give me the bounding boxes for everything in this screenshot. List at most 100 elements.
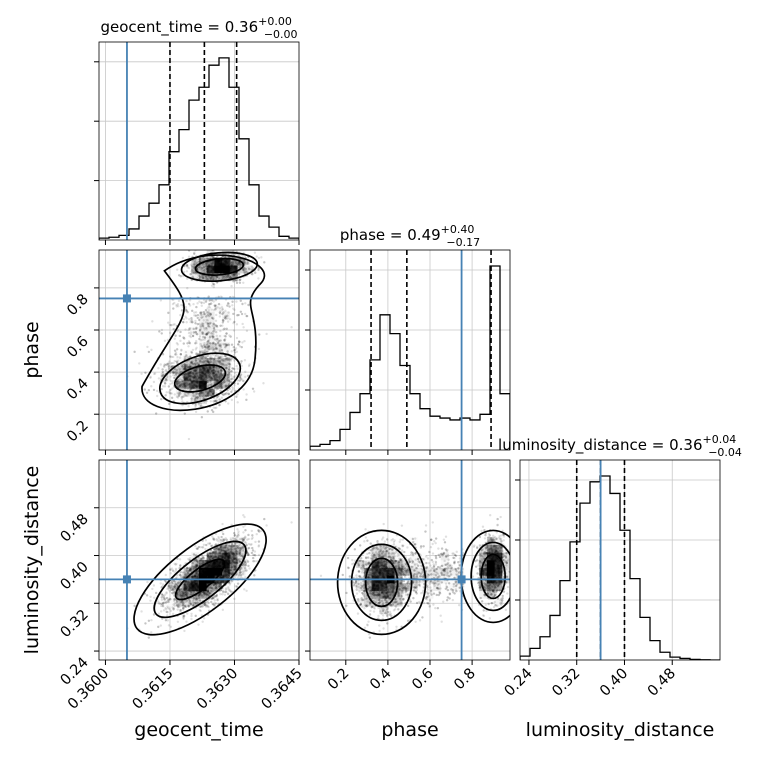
- sample-point: [203, 312, 206, 316]
- sample-point: [227, 311, 230, 314]
- density-cell: [222, 265, 231, 274]
- density-cell: [191, 380, 200, 389]
- sample-point: [208, 264, 212, 267]
- sample-point: [196, 267, 199, 270]
- sample-point: [172, 371, 175, 374]
- sample-point: [198, 267, 202, 271]
- sample-point: [176, 268, 179, 271]
- sample-point: [221, 261, 224, 265]
- sample-point: [196, 362, 199, 365]
- sample-point: [226, 314, 229, 318]
- sample-point: [187, 328, 190, 332]
- sample-point: [211, 348, 215, 351]
- sample-point: [215, 375, 219, 378]
- sample-point: [173, 323, 176, 326]
- sample-point: [180, 309, 184, 312]
- sample-point: [185, 264, 189, 268]
- sample-point: [210, 275, 214, 279]
- panel-title-phase: phase = 0.49+0.40 −0.17: [340, 223, 480, 249]
- sample-point: [220, 263, 224, 266]
- sample-point: [182, 342, 185, 345]
- sample-point: [208, 264, 211, 267]
- sample-point: [203, 274, 207, 278]
- sample-point: [215, 331, 218, 334]
- sample-point: [228, 356, 231, 359]
- sample-point: [202, 265, 206, 269]
- sample-point: [205, 270, 209, 273]
- sample-point: [179, 330, 182, 334]
- sample-point: [198, 335, 202, 338]
- sample-point: [208, 299, 211, 302]
- density-cell: [214, 334, 223, 343]
- sample-point: [193, 252, 196, 255]
- sample-point: [222, 264, 226, 267]
- sample-point: [175, 305, 178, 308]
- sample-point: [211, 262, 214, 265]
- sample-point: [214, 343, 217, 346]
- sample-point: [231, 386, 234, 389]
- sample-point: [194, 272, 197, 276]
- sample-point: [235, 266, 238, 269]
- sample-point: [230, 264, 233, 267]
- sample-point: [172, 323, 175, 326]
- sample-point: [232, 345, 236, 349]
- sample-point: [206, 268, 209, 271]
- sample-point: [208, 356, 212, 359]
- sample-point: [203, 269, 206, 272]
- panel-samples: [99, 460, 299, 660]
- sample-point: [175, 303, 178, 307]
- sample-point: [191, 375, 194, 378]
- sample-point: [189, 389, 192, 392]
- sample-point: [213, 265, 217, 269]
- sample-point: [210, 376, 214, 380]
- sample-point: [199, 360, 202, 363]
- sample-point: [183, 379, 186, 382]
- sample-point: [174, 334, 177, 337]
- sample-point: [206, 376, 209, 380]
- sample-point: [178, 380, 181, 384]
- sample-point: [214, 278, 218, 281]
- density-cell: [175, 365, 184, 374]
- sample-point: [234, 279, 237, 282]
- sample-point: [183, 392, 186, 396]
- sample-point: [172, 373, 175, 377]
- sample-point: [260, 256, 263, 259]
- density-cell: [183, 380, 192, 389]
- sample-point: [227, 392, 230, 396]
- sample-point: [212, 327, 216, 330]
- sample-point: [212, 255, 216, 259]
- sample-point: [187, 266, 191, 270]
- sample-point: [133, 350, 136, 354]
- sample-point: [193, 314, 196, 317]
- sample-point: [215, 268, 218, 272]
- sample-point: [202, 356, 205, 359]
- sample-point: [231, 262, 235, 265]
- sample-point: [224, 268, 228, 271]
- sample-point: [181, 382, 184, 386]
- sample-point: [145, 391, 149, 394]
- sample-point: [193, 369, 197, 372]
- density-cell: [222, 342, 231, 351]
- sample-point: [245, 393, 248, 396]
- sample-point: [155, 389, 159, 393]
- sample-point: [262, 382, 265, 385]
- sample-point: [204, 356, 207, 360]
- sample-point: [202, 335, 205, 338]
- sample-point: [218, 266, 222, 269]
- sample-point: [230, 398, 234, 402]
- sample-point: [213, 378, 217, 381]
- sample-point: [189, 361, 192, 365]
- sample-point: [202, 301, 206, 305]
- sample-point: [233, 384, 236, 387]
- sample-point: [197, 362, 200, 365]
- sample-point: [231, 295, 235, 299]
- sample-point: [191, 320, 194, 324]
- sample-point: [192, 271, 195, 275]
- density-cell: [214, 273, 223, 282]
- sample-point: [169, 572, 172, 575]
- sample-point: [187, 331, 191, 335]
- sample-point: [208, 265, 211, 268]
- sample-point: [169, 375, 172, 378]
- sample-point: [207, 305, 210, 308]
- sample-point: [181, 380, 185, 383]
